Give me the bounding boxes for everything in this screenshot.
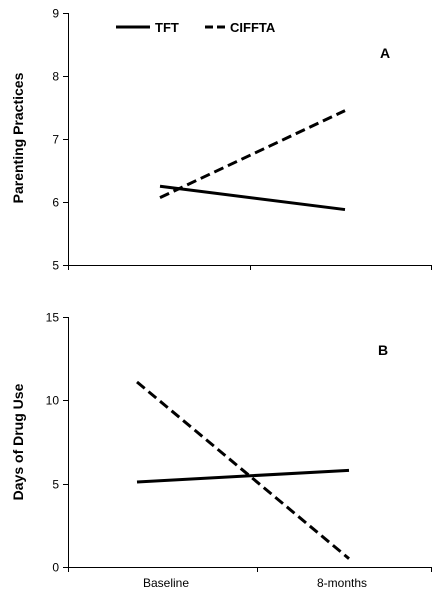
panel-b-x-tick-label: Baseline (143, 576, 189, 590)
panel-a-y-tick-label: 6 (52, 196, 59, 210)
panel-b-y-tick-label: 5 (52, 478, 59, 492)
panel-b-x-tick-labels: Baseline 8-months (143, 576, 367, 590)
panel-b-y-ticks: 0 5 10 15 (46, 311, 68, 575)
panel-b-series (136, 380, 350, 560)
panel-a-series-ciffta (159, 109, 346, 199)
panel-b-series-tft (136, 468, 350, 484)
panel-a-y-tick-label: 7 (52, 133, 59, 147)
panel-b-y-tick-label: 10 (46, 394, 60, 408)
legend-label-ciffta: CIFFTA (230, 20, 276, 35)
panel-a-y-axis-title: Parenting Practices (10, 72, 26, 203)
panel-a-y-ticks: 5 6 7 8 9 (52, 7, 68, 273)
panel-a-y-tick-label: 8 (52, 70, 59, 84)
panel-b-x-tick-label: 8-months (317, 576, 367, 590)
panel-a-label: A (380, 45, 390, 61)
panel-a-y-tick-label: 5 (52, 259, 59, 273)
panel-b: B Days of Drug Use 0 5 10 15 Baseline 8-mont… (10, 311, 432, 590)
panel-a-y-tick-label: 9 (52, 7, 59, 21)
panel-a: A Parenting Practices 5 6 7 8 9 (10, 7, 432, 273)
panel-a-series-tft (159, 184, 346, 212)
panel-b-series-ciffta (136, 380, 350, 560)
panel-b-label: B (378, 342, 388, 358)
panel-b-y-tick-label: 0 (52, 561, 59, 575)
panel-a-series (159, 109, 346, 212)
legend-label-tft: TFT (155, 20, 179, 35)
panel-b-y-axis-title: Days of Drug Use (10, 383, 26, 500)
legend: TFT CIFFTA (116, 20, 276, 35)
panel-b-y-tick-label: 15 (46, 311, 60, 325)
